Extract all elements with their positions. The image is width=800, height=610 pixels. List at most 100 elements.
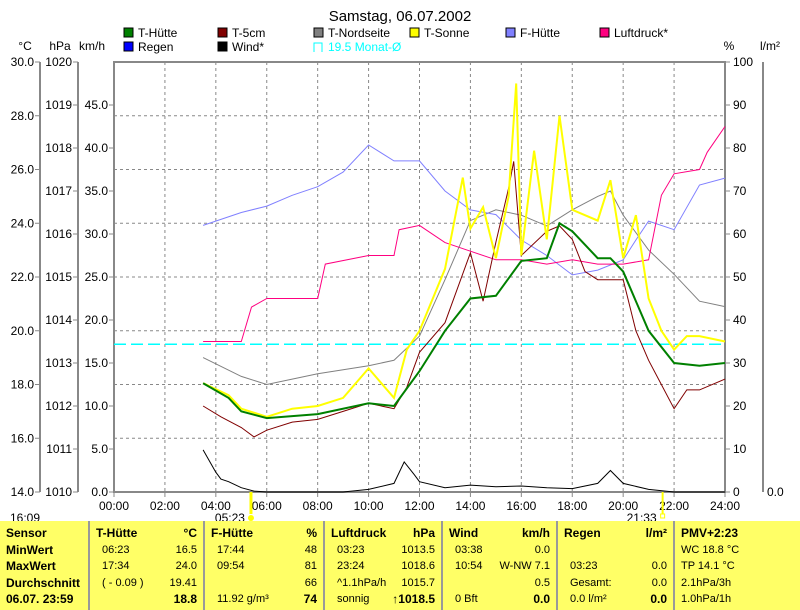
hpa-tick-label: 1015 [45, 270, 72, 284]
cell-value: hPa [412, 526, 435, 540]
kmh-tick-label: 10.0 [85, 399, 109, 413]
x-tick-label: 16:00 [506, 499, 536, 513]
table-column-luftdruck: Luftdruck hPa 03:23 1013.5 23:24 1018.6 ^1.1hP… [325, 521, 443, 610]
cell-label: 10:54 [455, 560, 483, 572]
cell-label: WC 18.8 °C [681, 543, 740, 556]
legend-label: Luftdruck* [614, 26, 668, 40]
celsius-tick-label: 24.0 [11, 216, 35, 230]
table-row: 17:44 48 [205, 542, 323, 558]
cell-label: 06.07. 23:59 [6, 592, 74, 606]
series-t-5cm-line [202, 161, 726, 438]
kmh-tick-label: 35.0 [85, 184, 109, 198]
cell-label: ( - 0.09 ) [102, 576, 144, 589]
kmh-tick-label: 25.0 [85, 270, 109, 284]
weather-chart: Samstag, 06.07.2002 °C hPa km/h% l/m² T-Hütte… [10, 8, 784, 521]
table-row: MinWert [0, 542, 88, 558]
cell-label: 11.92 g/m³ [217, 593, 269, 605]
table-header: Luftdruck hPa [325, 525, 441, 541]
cell-label: 0.0 l/m² [570, 593, 607, 605]
table-header: Regen l/m² [558, 525, 673, 541]
series-luftdruck--line [203, 126, 726, 342]
cell-label: Regen [564, 526, 601, 540]
cell-value: 1013.5 [401, 543, 435, 556]
kmh-tick-label: 15.0 [85, 356, 109, 370]
cell-value: 0.5 [534, 576, 550, 589]
legend-swatch-icon [599, 27, 610, 38]
x-tick-label: 00:00 [99, 499, 129, 513]
table-row: 0.5 [443, 575, 556, 591]
table-row: 17:34 24.0 [90, 558, 203, 574]
x-tick-label: 24:00 [710, 499, 740, 513]
x-tick-label: 10:00 [354, 499, 384, 513]
table-row: Gesamt: 0.0 [558, 575, 673, 591]
legend-label: 19.5 Monat-Ø [328, 40, 401, 54]
table-row: 06:23 16.5 [90, 542, 203, 558]
cell-label: PMV+2:23 [681, 526, 739, 540]
legend-swatch-icon [123, 41, 134, 52]
table-row: 1.0hPa/1h [675, 591, 800, 607]
table-row [558, 542, 673, 558]
cell-label: T-Hütte [96, 526, 138, 540]
cell-label: TP 14.1 °C [681, 560, 735, 572]
chart-title: Samstag, 06.07.2002 [329, 8, 472, 25]
summary-table: Sensor MinWert MaxWert Durchschnitt 06.07. 2… [0, 521, 800, 610]
table-row: 66 [205, 575, 323, 591]
cell-label: MaxWert [6, 559, 56, 573]
cell-value: 1015.7 [401, 576, 435, 589]
table-header: T-Hütte °C [90, 525, 203, 541]
table-row: 23:24 1018.6 [325, 558, 441, 574]
sun-icon [247, 515, 254, 521]
table-header: Wind km/h [443, 525, 556, 541]
cell-value: 1018.6 [401, 560, 435, 572]
table-row: 09:54 81 [205, 558, 323, 574]
percent-tick-label: 50 [733, 270, 747, 284]
celsius-tick-label: 30.0 [11, 55, 35, 69]
table-row: 06.07. 23:59 [0, 591, 88, 607]
table-row: MaxWert [0, 558, 88, 574]
legend-label: Regen [138, 40, 173, 54]
cell-value: 0.0 [534, 543, 550, 556]
legend-label: F-Hütte [520, 26, 560, 40]
celsius-tick-label: 18.0 [11, 378, 35, 392]
cell-value: l/m² [645, 526, 667, 540]
kmh-tick-label: 40.0 [85, 141, 109, 155]
legend-label: T-Hütte [138, 26, 178, 40]
cell-label: 09:54 [217, 560, 245, 572]
cell-value: 0.0 [651, 576, 667, 589]
cell-value: °C [183, 526, 197, 540]
cell-label: ^1.1hPa/h [337, 576, 387, 589]
x-tick-label: 04:00 [201, 499, 231, 513]
percent-tick-label: 10 [733, 442, 747, 456]
moon-icon [660, 513, 666, 519]
cell-label: Durchschnitt [6, 575, 81, 590]
series-t-h-tte-line [202, 221, 726, 420]
cell-value: 24.0 [175, 560, 197, 572]
legend-swatch-icon [217, 27, 228, 38]
cell-label: MinWert [6, 542, 54, 557]
table-header: Sensor [0, 525, 88, 541]
kmh-tick-label: 20.0 [85, 313, 109, 327]
cell-label: 06:23 [102, 543, 130, 556]
x-tick-label: 08:00 [303, 499, 333, 513]
table-row: TP 14.1 °C [675, 558, 800, 574]
corner-time: 16:09 [10, 511, 40, 521]
cell-label: Sensor [6, 526, 47, 540]
cell-value: 81 [304, 560, 317, 572]
series-t-sonne-line [202, 83, 726, 418]
hpa-tick-label: 1014 [45, 313, 72, 327]
cell-label: 2.1hPa/3h [681, 576, 732, 589]
percent-tick-label: 30 [733, 356, 747, 370]
rain-tick-label: 0.0 [767, 485, 784, 499]
table-column-regen: Regen l/m² 03:23 0.0 Gesamt: 0.0 0.0 l/m² 0.0 [558, 521, 675, 610]
cell-value: 66 [304, 576, 317, 589]
unit-hpa: hPa [49, 39, 71, 53]
sunset-time: 21:33 [627, 511, 657, 521]
legend-swatch-icon [123, 27, 134, 38]
x-tick-label: 06:00 [252, 499, 282, 513]
percent-tick-label: 100 [733, 55, 753, 69]
celsius-tick-label: 14.0 [11, 485, 35, 499]
table-column-wind: Wind km/h 03:38 0.0 10:54 W-NW 7.1 0.5 0 Bft 0.0 [443, 521, 558, 610]
table-column-sensor: Sensor MinWert MaxWert Durchschnitt 06.07. 2… [0, 521, 90, 610]
percent-tick-label: 90 [733, 98, 747, 112]
